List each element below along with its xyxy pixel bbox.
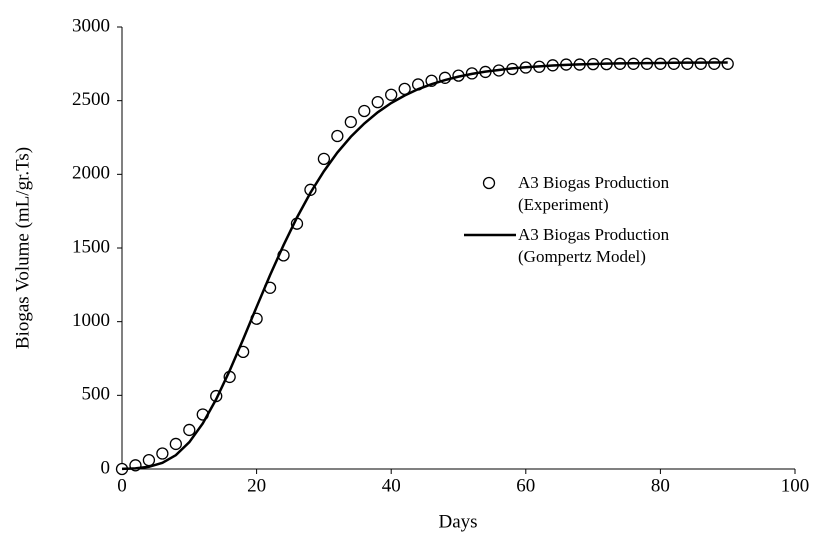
data-point [721,57,734,70]
data-point [169,437,182,451]
legend-entry: A3 Biogas Production (Gompertz Model) [460,224,760,268]
y-tick-label: 3000 [72,15,110,36]
legend-marker-circle [482,176,496,190]
x-tick-label: 40 [382,475,401,496]
data-point [344,115,357,129]
x-tick-label: 60 [516,475,535,496]
data-point [156,447,169,460]
y-axis-title: Biogas Volume (mL/gr.Ts) [12,147,33,349]
legend-entry: A3 Biogas Production (Experiment) [460,172,760,216]
legend-label: A3 Biogas Production (Experiment) [518,173,670,214]
legend: A3 Biogas Production (Experiment) A3 Biog… [460,172,760,276]
y-tick-label: 2000 [72,163,110,184]
y-tick-label: 500 [82,384,111,405]
y-tick-label: 1500 [72,236,110,257]
data-point [183,423,196,437]
y-tick-label: 0 [101,457,111,478]
x-axis-title: Days [438,511,477,532]
model-line [121,61,728,471]
legend-marker [482,176,496,190]
y-tick-label: 2500 [72,89,110,110]
data-point [331,129,344,143]
data-point [708,57,721,70]
legend-symbol [460,172,518,194]
legend-symbol [460,224,518,246]
x-tick-label: 0 [117,475,127,496]
x-tick-label: 100 [781,475,810,496]
data-point [142,454,156,467]
data-point [317,152,331,166]
legend-line [464,233,516,237]
x-tick-label: 20 [247,475,266,496]
y-tick-label: 1000 [72,310,110,331]
data-point [385,88,398,101]
legend-label: A3 Biogas Production (Gompertz Model) [518,225,670,266]
x-tick-label: 80 [651,475,670,496]
data-point [358,104,371,118]
data-point [371,95,384,109]
